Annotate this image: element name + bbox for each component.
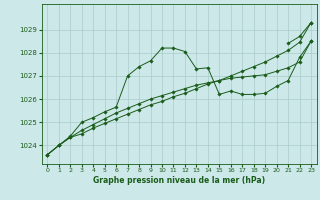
- X-axis label: Graphe pression niveau de la mer (hPa): Graphe pression niveau de la mer (hPa): [93, 176, 265, 185]
